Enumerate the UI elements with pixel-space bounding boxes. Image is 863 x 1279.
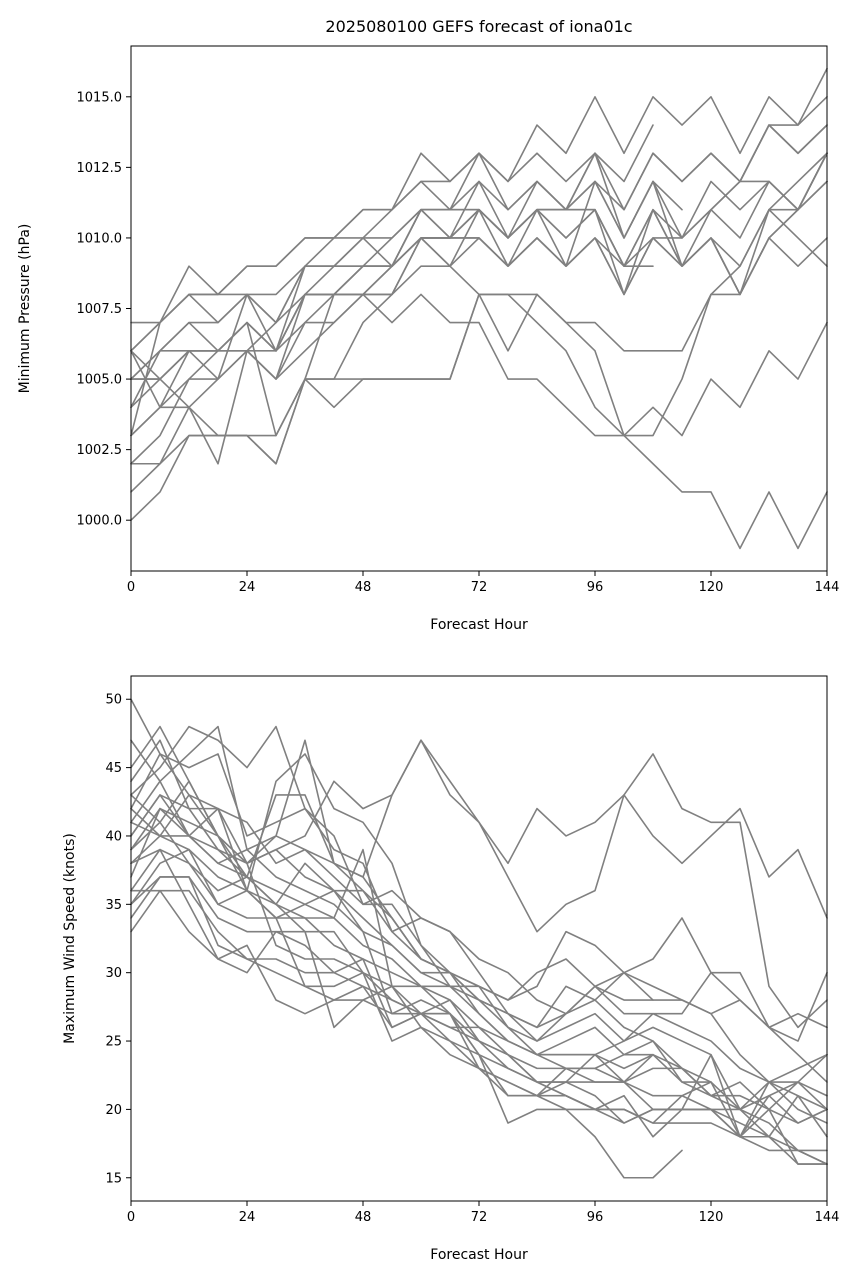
wind-x-tick-label: 120 [699,1210,724,1225]
wind-chart: 0 24 48 72 96 120 144 15 20 25 30 35 40 45 50 Forecas… [62,675,840,1263]
wind-series-line-6 [130,753,828,1124]
pressure-x-ticks: 0 24 48 72 96 120 144 [127,571,840,595]
wind-series-line-18 [130,848,683,1179]
wind-y-tick-label: 15 [105,1171,122,1186]
pressure-chart: 2025080100 GEFS forecast of iona01c 0 24 4… [17,17,839,633]
wind-x-tick-label: 96 [587,1210,604,1225]
pressure-x-axis-label: Forecast Hour [430,617,528,633]
wind-x-axis-label: Forecast Hour [430,1247,528,1263]
pressure-y-tick-label: 1005.0 [77,373,123,388]
wind-series-line-23 [130,794,828,1138]
pressure-x-tick-label: 24 [239,580,256,595]
wind-x-tick-label: 72 [471,1210,488,1225]
pressure-x-tick-label: 48 [355,580,372,595]
wind-series-line-16 [130,876,828,1056]
wind-y-tick-label: 20 [105,1103,122,1118]
pressure-y-tick-label: 1010.0 [77,231,123,246]
wind-x-tick-label: 24 [239,1210,256,1225]
pressure-chart-title: 2025080100 GEFS forecast of iona01c [325,17,632,36]
pressure-y-tick-label: 1000.0 [77,514,123,529]
pressure-series-line-18 [130,293,828,550]
wind-x-ticks: 0 24 48 72 96 120 144 [127,1201,840,1225]
wind-y-tick-label: 40 [105,829,122,844]
pressure-y-tick-label: 1007.5 [77,302,123,317]
pressure-series-line-16 [130,152,828,465]
wind-y-tick-label: 25 [105,1035,122,1050]
wind-series-line-8 [130,794,654,1029]
pressure-y-tick-label: 1015.0 [77,90,123,105]
pressure-series-group [130,67,828,550]
wind-series-group [130,698,828,1179]
wind-series-line-21 [130,807,828,1138]
pressure-x-tick-label: 72 [471,580,488,595]
wind-x-tick-label: 0 [127,1210,135,1225]
pressure-x-tick-label: 144 [815,580,840,595]
pressure-x-tick-label: 0 [127,580,135,595]
wind-y-ticks: 15 20 25 30 35 40 45 50 [105,693,131,1186]
pressure-y-ticks: 1000.0 1002.5 1005.0 1007.5 1010.0 1012.5 1015… [77,90,131,529]
wind-y-tick-label: 30 [105,966,122,981]
wind-y-axis-label: Maximum Wind Speed (knots) [62,833,78,1044]
pressure-y-tick-label: 1002.5 [77,443,123,458]
wind-x-tick-label: 48 [355,1210,372,1225]
pressure-y-axis-label: Minimum Pressure (hPa) [17,224,33,394]
pressure-series-line-8 [130,124,828,352]
pressure-x-tick-label: 120 [699,580,724,595]
wind-series-line-5 [130,725,828,1111]
pressure-x-tick-label: 96 [587,580,604,595]
pressure-y-tick-label: 1012.5 [77,161,123,176]
wind-y-tick-label: 50 [105,693,122,708]
wind-x-tick-label: 144 [815,1210,840,1225]
wind-y-tick-label: 35 [105,898,122,913]
wind-y-tick-label: 45 [105,761,122,776]
